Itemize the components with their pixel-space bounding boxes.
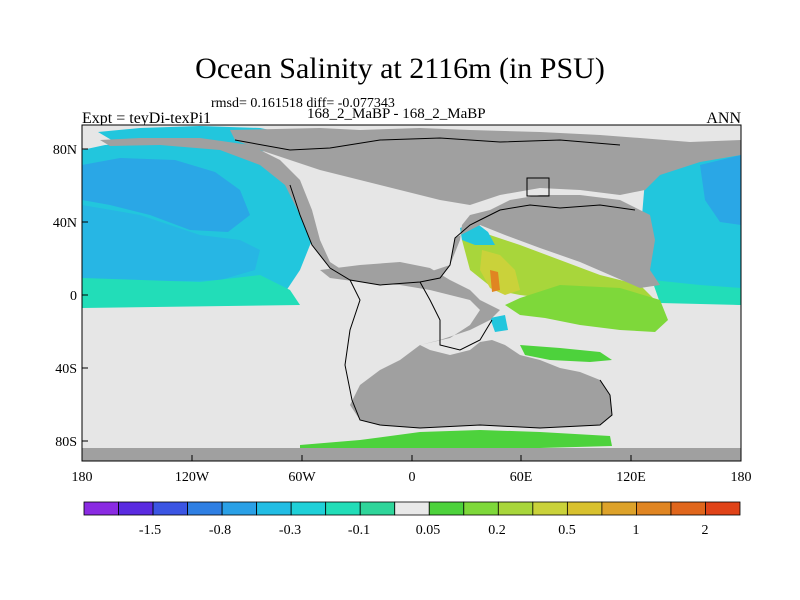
- latitude-labels: 80N 40N 0 40S 80S: [53, 143, 77, 450]
- colorbar-swatch: [221, 501, 258, 516]
- colorbar-label: -1.5: [139, 523, 161, 538]
- colorbar-swatch: [670, 501, 706, 516]
- tethys-sea-core: [480, 250, 520, 295]
- lat-label: 40S: [55, 362, 77, 377]
- north-atlantic-east-deep: [700, 155, 741, 225]
- colorbar-label: -0.3: [279, 523, 301, 538]
- lat-label: 0: [70, 289, 77, 304]
- tethys-sea-bright: [505, 285, 668, 332]
- map-title: Ocean Salinity at 2116m (in PSU): [195, 52, 605, 85]
- lon-label: 60W: [288, 470, 316, 485]
- colorbar-swatch: [83, 501, 119, 516]
- colorbar-swatch: [705, 501, 741, 516]
- northern-highlands-land: [230, 128, 741, 205]
- coastline-inner: [419, 281, 493, 351]
- colorbar-label: 2: [702, 523, 709, 538]
- colorbar-swatch: [152, 501, 188, 516]
- coastline-north: [289, 184, 636, 286]
- colorbar-labels: -1.5 -0.8 -0.3 -0.1 0.05 0.2 0.5 1 2: [139, 523, 709, 538]
- colorbar-swatch: [290, 501, 327, 516]
- lon-label: 120W: [175, 470, 210, 485]
- lat-label: 80S: [55, 435, 77, 450]
- lat-label: 80N: [53, 143, 77, 158]
- lon-label: 120E: [616, 470, 646, 485]
- coastline-arctic: [234, 137, 621, 151]
- colorbar-swatch: [394, 501, 430, 516]
- colorbar-swatch: [601, 501, 637, 516]
- colorbar-swatch: [187, 501, 223, 516]
- coastline-box: [526, 177, 550, 197]
- colorbar-swatch: [463, 501, 499, 516]
- channel-cyan: [490, 315, 508, 332]
- colorbar: [83, 501, 741, 516]
- colorbar-label: 1: [633, 523, 640, 538]
- southern-strait-green: [520, 345, 612, 362]
- southern-edge-green: [300, 430, 612, 450]
- north-landmass: [100, 138, 660, 288]
- longitude-ticks: [81, 455, 742, 461]
- experiment-label: Expt = teyDi-texPi1: [82, 110, 212, 127]
- stats-label: rmsd= 0.161518 diff= -0.077343: [211, 96, 395, 111]
- latitude-ticks: [82, 148, 88, 442]
- longitude-labels: 180 120W 60W 0 60E 120E 180: [72, 470, 752, 485]
- season-label: ANN: [706, 110, 741, 127]
- period-label: 168_2_MaBP - 168_2_MaBP: [307, 106, 486, 122]
- colorbar-label: 0.05: [416, 523, 441, 538]
- lon-label: 0: [409, 470, 416, 485]
- coastline-south: [344, 279, 613, 429]
- tropical-pacific-ocean: [82, 275, 300, 308]
- colorbar-swatch: [566, 501, 603, 516]
- colorbar-label: 0.5: [558, 523, 576, 538]
- north-pacific-mid-blue: [82, 205, 260, 282]
- colorbar-swatch: [428, 501, 465, 516]
- lon-label: 180: [731, 470, 752, 485]
- southern-continent-land: [82, 448, 741, 461]
- map-plot-area: [82, 125, 741, 461]
- north-pacific-deep-blue: [82, 158, 250, 232]
- colorbar-swatch: [256, 501, 292, 516]
- lon-label: 60E: [510, 470, 533, 485]
- colorbar-swatch: [359, 501, 396, 516]
- colorbar-swatch: [636, 501, 672, 516]
- colorbar-label: 0.2: [488, 523, 506, 538]
- colorbar-swatch: [497, 501, 534, 516]
- colorbar-swatch: [118, 501, 154, 516]
- colorbar-swatch: [532, 501, 568, 516]
- coastlines: [234, 137, 636, 429]
- tethys-sea-hot: [490, 270, 500, 292]
- colorbar-label: -0.8: [209, 523, 231, 538]
- tropical-east-ocean: [652, 280, 741, 305]
- lat-label: 40N: [53, 216, 77, 231]
- colorbar-label: -0.1: [348, 523, 370, 538]
- south-landmass: [320, 262, 612, 428]
- colorbar-swatch: [325, 501, 361, 516]
- lon-label: 180: [72, 470, 93, 485]
